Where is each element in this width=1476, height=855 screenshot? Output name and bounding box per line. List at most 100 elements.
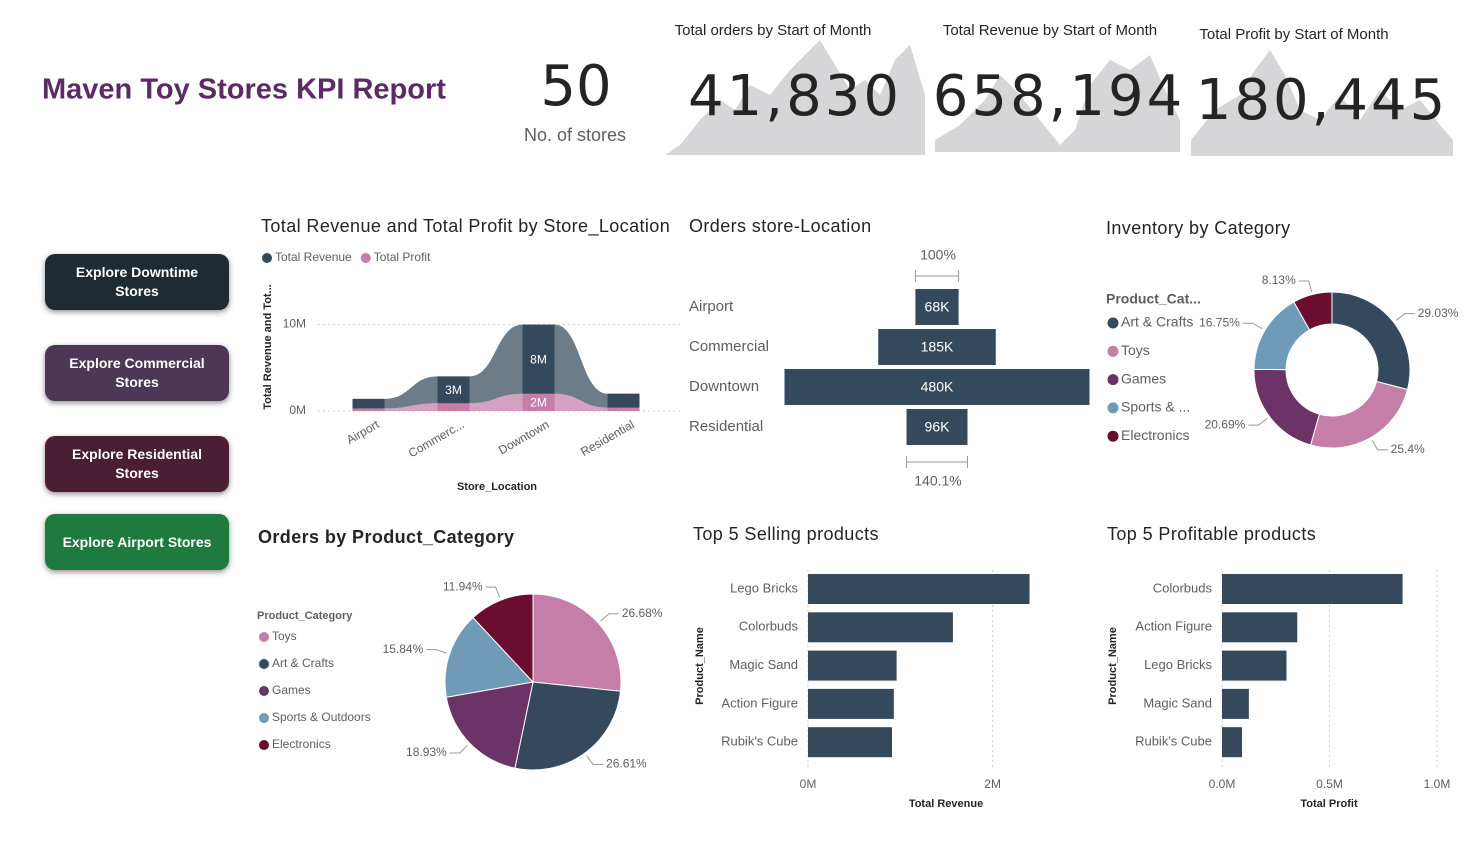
nav-button[interactable]: Explore Commercial Stores	[45, 345, 229, 401]
x-axis-title: Total Profit	[1300, 798, 1358, 810]
pie-slice	[472, 593, 534, 684]
card-value: 180,445	[1196, 68, 1449, 133]
nav-button[interactable]: Explore Downtime Stores	[45, 254, 229, 310]
data-label: 29.03%	[1418, 306, 1459, 320]
chart-title: Inventory by Category	[1106, 218, 1291, 238]
x-tick-label: 2M	[984, 777, 1001, 791]
pie-slice	[532, 593, 622, 692]
legend-marker	[259, 686, 269, 696]
sparkline	[1191, 50, 1453, 156]
data-label: 8M	[530, 352, 547, 366]
data-label: 25.4%	[1391, 442, 1425, 456]
column-segment	[522, 324, 555, 394]
legend-label: Games	[1121, 370, 1166, 386]
category-label: Airport	[689, 298, 734, 315]
legend-label: Total Revenue	[275, 250, 352, 264]
y-axis-title: Total Revenue and Tot...	[262, 284, 274, 410]
y-tick-label: Colorbuds	[739, 619, 799, 634]
legend-marker	[259, 740, 269, 750]
sparkline	[935, 55, 1180, 152]
leader-line	[1371, 440, 1388, 451]
legend-label: Toys	[272, 629, 297, 643]
donut-slice	[1253, 368, 1320, 446]
leader-line	[449, 744, 468, 754]
y-axis-title: Product_Name	[1107, 627, 1119, 705]
data-label: 8.13%	[1262, 273, 1296, 287]
y-tick-label: Magic Sand	[729, 657, 798, 672]
ribbon	[352, 393, 640, 411]
category-label: Downtown	[689, 378, 759, 395]
kpi-label: No. of stores	[524, 125, 626, 145]
bar	[808, 574, 1030, 604]
leader-line	[586, 755, 604, 765]
legend-marker	[1107, 345, 1119, 357]
funnel-bar	[784, 369, 1090, 405]
annotation: 100%	[920, 247, 956, 263]
column-segment	[607, 407, 640, 411]
ribbon	[352, 324, 640, 409]
leader-line	[426, 649, 447, 654]
column-segment	[522, 393, 555, 411]
data-label: 480K	[921, 379, 954, 395]
leader-line	[1242, 322, 1263, 330]
y-tick-label: Rubik's Cube	[1135, 734, 1212, 749]
donut-slice	[1331, 291, 1411, 391]
y-tick-label: Action Figure	[1135, 619, 1212, 634]
funnel-bar	[878, 329, 996, 365]
nav-button[interactable]: Explore Airport Stores	[45, 514, 229, 570]
card-title: Total orders by Start of Month	[675, 22, 872, 39]
legend-marker	[259, 632, 269, 642]
nav-button[interactable]: Explore Residential Stores	[45, 436, 229, 492]
legend-label: Art & Crafts	[1121, 314, 1193, 330]
x-tick-label: 0.5M	[1316, 777, 1343, 791]
legend-label: Electronics	[1121, 427, 1189, 443]
x-tick-label: Airport	[344, 417, 382, 447]
leader-line	[600, 613, 619, 622]
x-tick-label: 0M	[800, 777, 817, 791]
leader-line	[1248, 418, 1268, 426]
legend-label: Total Profit	[374, 250, 431, 264]
pie-slice	[444, 616, 534, 698]
donut-slice	[1309, 380, 1409, 449]
legend-label: Toys	[1121, 342, 1150, 358]
legend-label: Games	[272, 683, 311, 697]
y-tick-label: Lego Bricks	[730, 580, 798, 595]
bar	[1222, 688, 1249, 719]
column-segment	[437, 376, 470, 404]
legend-marker	[1107, 317, 1119, 329]
pie-slice	[514, 681, 622, 771]
column-segment	[352, 408, 385, 411]
x-tick-label: Commerc...	[406, 417, 467, 460]
kpi-value: 50	[540, 54, 611, 119]
chart-title: Orders store-Location	[689, 216, 871, 236]
y-axis-title: Product_Name	[694, 627, 706, 705]
pie-slice	[445, 681, 534, 769]
donut-slice	[1293, 291, 1333, 331]
chart-title: Total Revenue and Total Profit by Store_…	[261, 216, 670, 237]
column-segment	[437, 403, 470, 411]
data-label: 26.61%	[606, 757, 647, 771]
chart-title: Orders by Product_Category	[258, 527, 514, 547]
legend-label: Electronics	[272, 737, 331, 751]
data-label: 16.75%	[1199, 315, 1240, 329]
data-label: 18.93%	[406, 745, 447, 759]
bar	[1222, 650, 1287, 681]
bar	[1222, 727, 1242, 758]
card-title: Total Revenue by Start of Month	[943, 22, 1157, 39]
legend-title: Product_Cat...	[1106, 291, 1201, 307]
data-label: 20.69%	[1205, 417, 1246, 431]
data-label: 26.68%	[622, 606, 663, 620]
legend-label: Sports & Outdoors	[272, 710, 371, 724]
card-value: 41,830	[688, 64, 902, 129]
y-tick-label: 10M	[283, 317, 306, 331]
data-label: 3M	[445, 383, 462, 397]
category-label: Residential	[689, 418, 763, 435]
bar	[1222, 574, 1403, 604]
column-segment	[607, 393, 640, 408]
legend-title: Product_Category	[257, 610, 353, 622]
y-tick-label: Action Figure	[721, 695, 798, 710]
funnel-bar	[915, 289, 959, 325]
x-axis-title: Store_Location	[457, 481, 537, 493]
